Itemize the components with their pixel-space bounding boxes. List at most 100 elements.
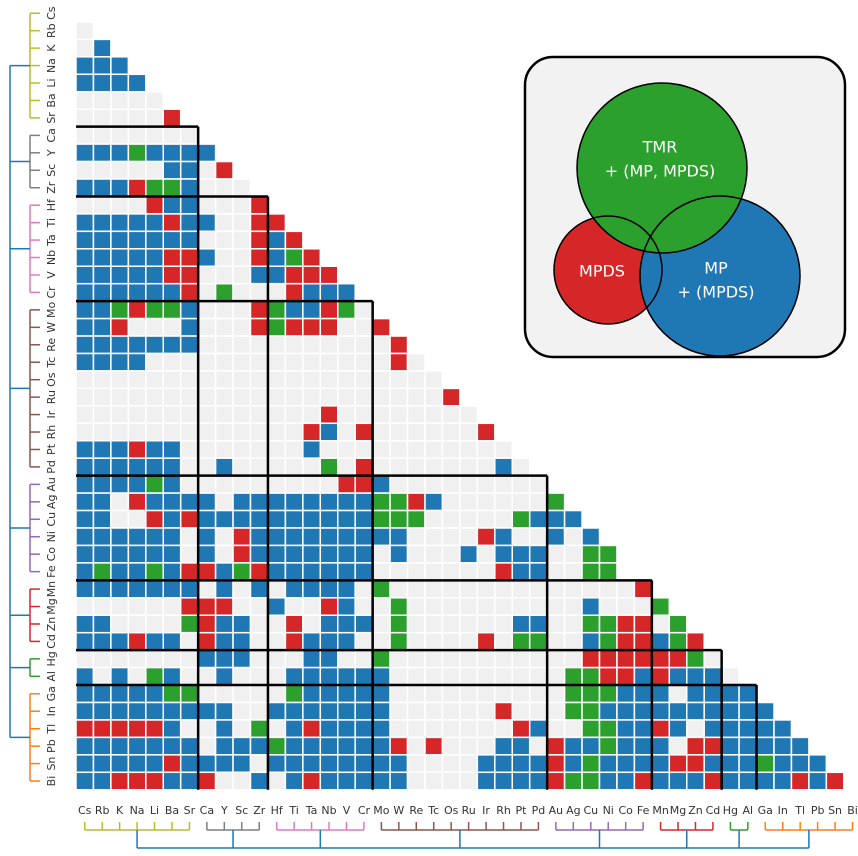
cell (162, 754, 182, 774)
cell (354, 736, 374, 756)
cell (110, 492, 130, 512)
cell (145, 335, 165, 355)
cell (249, 335, 269, 355)
cell (162, 701, 182, 721)
cell (633, 719, 653, 739)
cell (267, 370, 287, 390)
cell (459, 649, 479, 669)
cell (424, 422, 444, 442)
cell (92, 160, 112, 180)
cell (441, 684, 461, 704)
cell (302, 352, 322, 372)
cell (319, 265, 339, 285)
cell (92, 178, 112, 198)
cell (616, 597, 636, 616)
cell (354, 771, 374, 791)
cell (337, 666, 356, 686)
cell (354, 527, 374, 547)
cell (267, 754, 287, 774)
cell (302, 335, 322, 355)
cell (319, 422, 339, 442)
cell (75, 335, 95, 355)
cell (179, 684, 199, 704)
cell (581, 579, 601, 599)
cell (267, 300, 287, 320)
cell (267, 666, 287, 686)
cell (110, 701, 130, 721)
cell (232, 230, 252, 250)
cell (354, 335, 374, 355)
cell (110, 614, 130, 634)
cell (563, 579, 583, 599)
cell (511, 684, 531, 704)
cell (110, 579, 130, 599)
cell (302, 457, 322, 477)
cell (92, 544, 112, 564)
cell (214, 352, 234, 372)
cell (92, 754, 112, 774)
cell (441, 631, 461, 651)
cell (616, 631, 636, 651)
cell (720, 684, 740, 704)
x-tick-label: W (393, 804, 404, 817)
cell (563, 527, 583, 547)
x-tick-label: Rh (496, 804, 511, 817)
cell (249, 387, 269, 407)
cell (127, 754, 147, 774)
cell (162, 440, 182, 459)
cell (371, 597, 391, 616)
cell (267, 422, 287, 442)
cell (232, 719, 252, 739)
cell (528, 649, 548, 669)
cell (127, 771, 147, 791)
cell (441, 440, 461, 459)
y-tick-label: Sr (45, 112, 58, 124)
cell (127, 422, 147, 442)
cell (214, 719, 234, 739)
cell (75, 230, 95, 250)
cell (92, 509, 112, 529)
cell (406, 649, 426, 669)
cell (354, 370, 374, 390)
cell (179, 213, 199, 233)
cell (319, 300, 339, 320)
cell (214, 509, 234, 529)
x-tick-label: Co (618, 804, 633, 817)
y-tick-label: Zn (45, 617, 58, 632)
x-tick-label: Pt (515, 804, 527, 817)
cell (249, 282, 269, 302)
cell (389, 614, 409, 634)
cell (179, 492, 199, 512)
cell (720, 666, 740, 686)
y-tick-label: Pt (45, 443, 58, 455)
cell (232, 300, 252, 320)
cell (337, 492, 356, 512)
cell (267, 405, 287, 425)
cell (511, 509, 531, 529)
cell (179, 352, 199, 372)
cell (179, 300, 199, 320)
cell (319, 440, 339, 459)
cell (406, 527, 426, 547)
cell (214, 771, 234, 791)
cell (179, 422, 199, 442)
cell (389, 684, 409, 704)
cell (598, 666, 618, 686)
cell (563, 754, 583, 774)
cell (459, 544, 479, 564)
cell (232, 666, 252, 686)
cell (633, 649, 653, 669)
cell (145, 265, 165, 285)
cell (162, 143, 182, 163)
cell (302, 405, 322, 425)
cell (214, 265, 234, 285)
cell (581, 527, 601, 547)
cell (302, 579, 322, 599)
cell (406, 370, 426, 390)
cell (302, 684, 322, 704)
cell (75, 544, 95, 564)
cell (75, 405, 95, 425)
cell (162, 614, 182, 634)
cell (371, 562, 391, 582)
cell (546, 719, 566, 739)
